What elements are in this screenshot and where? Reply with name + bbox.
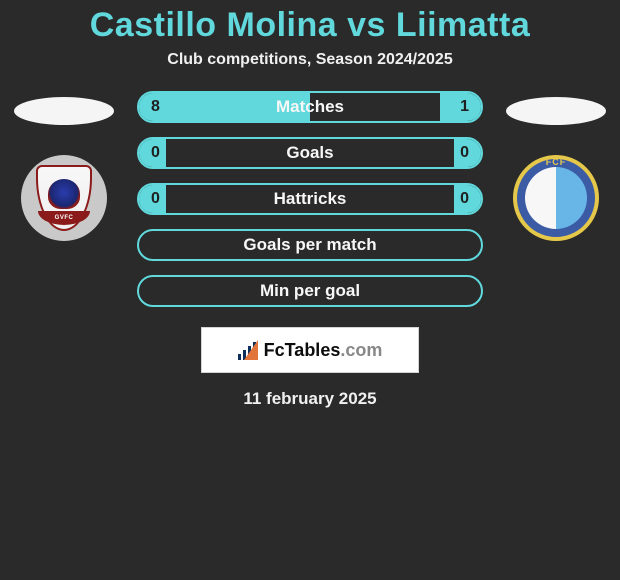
stat-value-left: 0	[151, 144, 160, 162]
stat-label: Min per goal	[260, 281, 360, 301]
page-subtitle: Club competitions, Season 2024/2025	[167, 51, 452, 69]
stat-label: Goals per match	[243, 235, 376, 255]
crest-left-shield-icon: GVFC	[36, 165, 92, 231]
left-column: GVFC	[9, 91, 119, 241]
player-silhouette-right	[506, 97, 606, 125]
branding-site-name: FcTables	[264, 340, 341, 360]
stat-value-right: 0	[460, 144, 469, 162]
crest-left-band-text: GVFC	[38, 211, 90, 225]
stat-bar: Goals per match	[137, 229, 483, 261]
stat-bar: 8 1 Matches	[137, 91, 483, 123]
rooster-icon	[48, 179, 80, 209]
branding-badge[interactable]: FcTables.com	[201, 327, 419, 373]
right-column: FCF	[501, 91, 611, 241]
branding-site-suffix: .com	[340, 340, 382, 360]
team-crest-right: FCF	[513, 155, 599, 241]
main-row: GVFC 8 1 Matches 0 0 Goals 0 0 Hattricks Goals pe…	[0, 91, 620, 307]
stat-label: Matches	[276, 97, 344, 117]
stat-value-left: 8	[151, 98, 160, 116]
stat-value-left: 0	[151, 190, 160, 208]
comparison-infographic: Castillo Molina vs Liimatta Club competi…	[0, 0, 620, 409]
crest-right-inner-icon	[525, 167, 587, 229]
player-silhouette-left	[14, 97, 114, 125]
stat-bar: 0 0 Goals	[137, 137, 483, 169]
footer-date: 11 february 2025	[243, 389, 376, 409]
page-title: Castillo Molina vs Liimatta	[90, 6, 530, 45]
stat-bar: 0 0 Hattricks	[137, 183, 483, 215]
crest-right-letters: FCF	[517, 157, 595, 167]
stat-label: Hattricks	[274, 189, 347, 209]
stat-value-right: 0	[460, 190, 469, 208]
fctables-logo-icon	[238, 340, 258, 360]
stat-label: Goals	[286, 143, 333, 163]
branding-text: FcTables.com	[264, 340, 383, 361]
stat-bar: Min per goal	[137, 275, 483, 307]
stats-column: 8 1 Matches 0 0 Goals 0 0 Hattricks Goals per mat…	[137, 91, 483, 307]
stat-value-right: 1	[460, 98, 469, 116]
team-crest-left: GVFC	[21, 155, 107, 241]
